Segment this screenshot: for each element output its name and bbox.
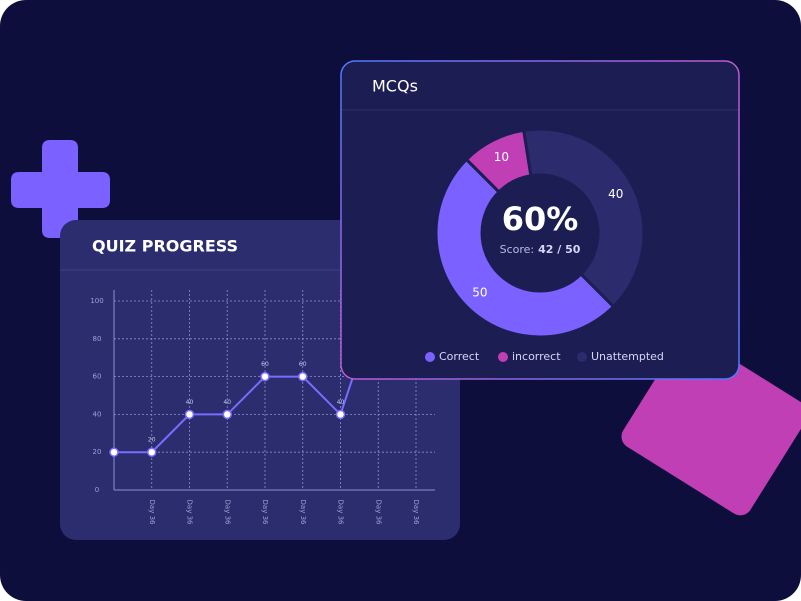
data-point (335, 409, 346, 420)
data-label: 40 (186, 399, 194, 406)
legend-swatch (577, 352, 587, 362)
data-label: 40 (223, 399, 231, 406)
card-bg (340, 60, 740, 380)
pink-square (621, 334, 801, 516)
x-tick-label: Day 36 (261, 500, 269, 526)
data-point (109, 447, 119, 457)
score-text: Score: 42 / 50 (500, 243, 581, 256)
legend-label: Unattempted (591, 350, 664, 363)
y-tick-label: 80 (93, 335, 102, 343)
legend-label: incorrect (512, 350, 561, 363)
x-tick-label: Day 36 (337, 500, 345, 526)
score-value: 42 / 50 (538, 243, 581, 256)
legend-swatch (498, 352, 508, 362)
slice-label: 10 (494, 150, 509, 164)
center-label: 60% (502, 200, 579, 238)
card-title: MCQs (372, 77, 418, 96)
x-tick-label: Day 36 (374, 500, 382, 526)
legend-label: Correct (439, 350, 480, 363)
slice-label: 50 (472, 286, 487, 300)
mcq-card: MCQs 50 10 40 60% Score: 42 / 50 Correct incorr… (340, 60, 740, 380)
data-label: 40 (337, 399, 345, 406)
y-tick-label: 100 (90, 297, 103, 305)
y-tick-label: 20 (93, 448, 102, 456)
y-tick-label: 60 (93, 373, 102, 381)
data-point (147, 447, 157, 457)
x-tick-label: Day 36 (148, 500, 156, 526)
y-tick-label: 0 (95, 486, 99, 494)
data-point (184, 409, 195, 420)
data-label: 60 (299, 361, 307, 368)
data-label: 60 (261, 361, 269, 368)
score-label: Score: (500, 243, 535, 256)
data-label: 20 (148, 437, 156, 444)
x-tick-label: Day 36 (223, 500, 231, 526)
donut-chart: 50 10 40 60% Score: 42 / 50 Correct incorrect Un… (425, 127, 664, 363)
data-point (260, 371, 270, 382)
y-tick-label: 40 (93, 410, 102, 418)
x-tick-label: Day 36 (299, 500, 307, 526)
slice-label: 40 (608, 187, 623, 201)
data-point (298, 371, 308, 382)
x-tick-label: Day 36 (412, 500, 420, 526)
donut-slice (522, 127, 646, 309)
card-title: QUIZ PROGRESS (92, 237, 238, 256)
donut-slice (434, 157, 616, 339)
x-tick-label: Day 36 (186, 500, 194, 526)
plus-shape (11, 140, 110, 238)
data-point (222, 409, 232, 420)
legend-swatch (425, 352, 435, 362)
